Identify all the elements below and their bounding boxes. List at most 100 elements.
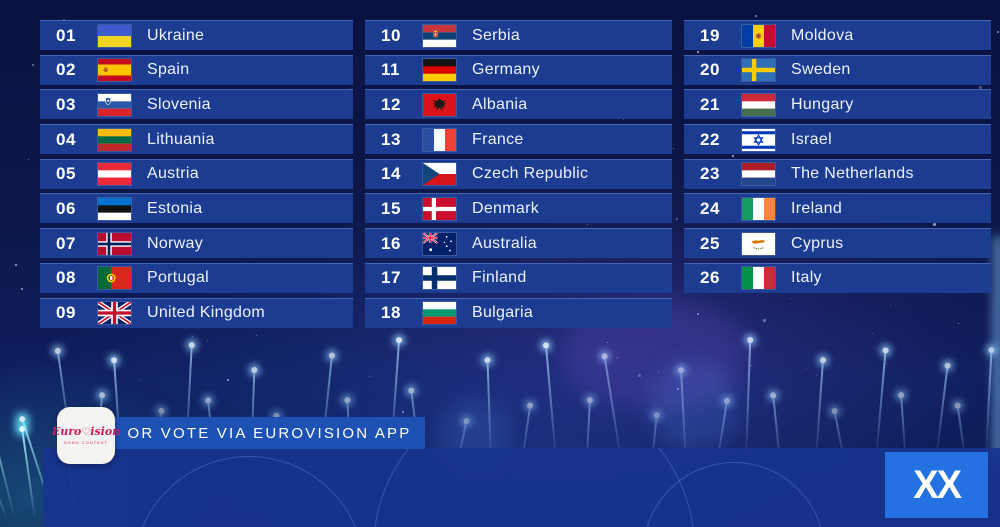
country-name: Czech Republic	[472, 165, 589, 183]
hungary-flag-icon	[741, 92, 776, 117]
bottom-panel	[43, 448, 1000, 527]
entry-number: 22	[700, 129, 720, 149]
entry-number: 26	[700, 268, 720, 288]
scoreboard-row: 22 Israel	[684, 124, 991, 155]
eurovision-logo: Euro♡ision SONG CONTEST	[52, 407, 120, 464]
country-name: Denmark	[472, 199, 540, 217]
entry-number: 09	[56, 303, 76, 322]
right-edge-light	[993, 235, 1000, 465]
televote-code-box: XX	[885, 452, 988, 518]
decorative-arc	[373, 448, 695, 527]
entry-number: 01	[56, 25, 76, 45]
heart-icon: ♡	[81, 427, 91, 438]
country-name: Italy	[791, 269, 822, 287]
albania-flag-icon	[422, 92, 457, 117]
estonia-flag-icon	[97, 196, 132, 221]
entry-number: 05	[56, 164, 76, 184]
scoreboard-row: 26 Italy	[684, 262, 991, 293]
country-name: Austria	[147, 165, 199, 183]
scoreboard-row: 18 Bulgaria	[365, 297, 672, 328]
moldova-flag-icon	[741, 23, 776, 48]
entry-number: 13	[381, 129, 401, 149]
scoreboard-column-2: 10 Serbia 11 Germany 12 Albania 13 France 14 Czec…	[365, 20, 672, 328]
entry-number: 02	[56, 60, 76, 80]
scoreboard-row: 21 Hungary	[684, 89, 991, 120]
country-name: Finland	[472, 269, 527, 287]
entry-number: 03	[56, 94, 76, 114]
entry-number: 10	[381, 25, 401, 45]
scoreboard-row: 16 Australia	[365, 228, 672, 259]
entry-number: 14	[381, 164, 401, 184]
ukraine-flag-icon	[97, 23, 132, 48]
country-name: Bulgaria	[472, 304, 534, 321]
france-flag-icon	[422, 127, 457, 152]
entry-number: 24	[700, 198, 720, 218]
scoreboard-row: 09 United Kingdom	[40, 297, 353, 328]
country-name: Estonia	[147, 199, 203, 217]
country-name: Portugal	[147, 269, 209, 287]
israel-flag-icon	[741, 127, 776, 152]
vote-banner: OR VOTE VIA EUROVISION APP	[88, 417, 425, 449]
entry-number: 19	[700, 25, 720, 45]
decorative-arc	[133, 456, 365, 527]
entry-number: 20	[700, 60, 720, 80]
spain-flag-icon	[97, 58, 132, 83]
scoreboard-row: 10 Serbia	[365, 20, 672, 50]
scoreboard-row: 12 Albania	[365, 89, 672, 120]
entry-number: 06	[56, 198, 76, 218]
serbia-flag-icon	[422, 23, 457, 48]
country-name: France	[472, 130, 524, 148]
lithuania-flag-icon	[97, 127, 132, 152]
slovenia-flag-icon	[97, 92, 132, 117]
country-name: Sweden	[791, 61, 851, 79]
country-name: Cyprus	[791, 234, 844, 252]
entry-number: 11	[381, 60, 400, 80]
italy-flag-icon	[741, 266, 776, 291]
country-name: Albania	[472, 95, 528, 113]
entry-number: 16	[381, 233, 401, 253]
entry-number: 25	[700, 233, 720, 253]
scoreboard-row: 01 Ukraine	[40, 20, 353, 50]
country-name: Norway	[147, 234, 204, 252]
eurovision-logo-subtitle: SONG CONTEST	[63, 440, 108, 445]
country-name: Moldova	[791, 26, 854, 44]
germany-flag-icon	[422, 58, 457, 83]
cyprus-flag-icon	[741, 231, 776, 256]
scoreboard-row: 08 Portugal	[40, 262, 353, 293]
blue-bokeh-glow	[650, 360, 740, 450]
country-name: Slovenia	[147, 95, 211, 113]
scoreboard-row: 17 Finland	[365, 262, 672, 293]
sweden-flag-icon	[741, 58, 776, 83]
entry-number: 12	[381, 94, 401, 114]
entry-number: 18	[381, 303, 401, 322]
country-name: Ireland	[791, 199, 843, 217]
bulgaria-flag-icon	[422, 301, 457, 325]
portugal-flag-icon	[97, 266, 132, 291]
eurovision-logo-wordmark: Euro♡ision	[51, 425, 121, 438]
country-name: Spain	[147, 61, 190, 79]
country-name: Israel	[791, 130, 832, 148]
scoreboard-row: 14 Czech Republic	[365, 158, 672, 189]
australia-flag-icon	[422, 231, 457, 256]
scoreboard-row: 20 Sweden	[684, 54, 991, 85]
entry-number: 08	[56, 268, 76, 288]
scoreboard-column-1: 01 Ukraine 02 Spain 03 Slovenia 04 Lithuania 05 A…	[40, 20, 353, 328]
denmark-flag-icon	[422, 196, 457, 221]
entry-number: 07	[56, 233, 76, 253]
scoreboard-row: 05 Austria	[40, 158, 353, 189]
scoreboard-row: 24 Ireland	[684, 193, 991, 224]
norway-flag-icon	[97, 231, 132, 256]
entry-number: 15	[381, 198, 401, 218]
entry-number: 04	[56, 129, 76, 149]
scoreboard-row: 19 Moldova	[684, 20, 991, 50]
netherlands-flag-icon	[741, 162, 776, 187]
scoreboard-row: 13 France	[365, 124, 672, 155]
scoreboard-row: 06 Estonia	[40, 193, 353, 224]
entry-number: 17	[381, 268, 401, 288]
scoreboard-row: 07 Norway	[40, 228, 353, 259]
ireland-flag-icon	[741, 196, 776, 221]
country-name: Hungary	[791, 95, 854, 113]
scoreboard-row: 15 Denmark	[365, 193, 672, 224]
czech-republic-flag-icon	[422, 162, 457, 187]
